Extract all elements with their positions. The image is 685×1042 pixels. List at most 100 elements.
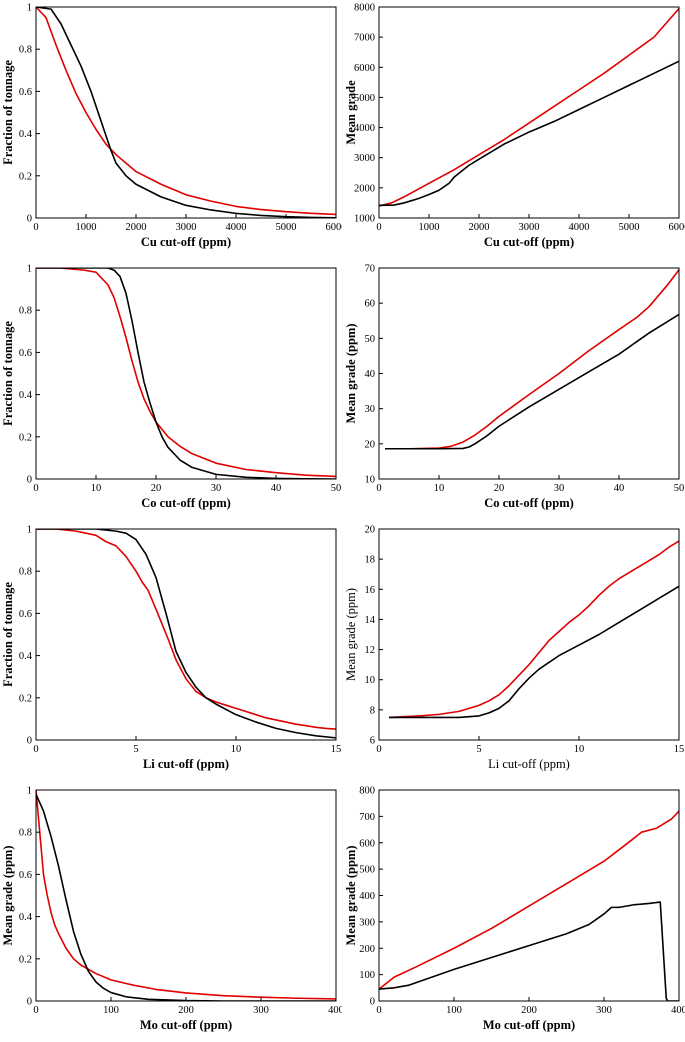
x-tick-label: 20 (494, 483, 505, 494)
plot-frame (36, 268, 336, 479)
series-line-black (379, 61, 679, 205)
x-tick-label: 10 (91, 483, 102, 494)
y-tick-label: 0.4 (19, 912, 33, 923)
x-tick-label: 100 (103, 1005, 119, 1016)
series-line-red (36, 790, 336, 999)
x-tick-label: 5 (476, 744, 481, 755)
chart-cu-fraction: 010002000300040005000600000.20.40.60.81C… (0, 0, 342, 259)
series-line-black (389, 586, 679, 717)
y-tick-label: 700 (359, 812, 375, 823)
x-tick-label: 40 (614, 483, 625, 494)
x-tick-label: 5 (133, 744, 138, 755)
x-tick-label: 5000 (619, 222, 640, 233)
y-tick-label: 8000 (354, 3, 375, 14)
y-tick-label: 0.2 (19, 954, 32, 965)
plot-frame (36, 790, 336, 1001)
x-tick-label: 4000 (569, 222, 590, 233)
x-tick-label: 400 (671, 1005, 685, 1016)
y-axis-label: Mean grade (ppm) (344, 588, 358, 681)
x-tick-label: 0 (376, 744, 381, 755)
plot-frame (379, 268, 679, 479)
y-tick-label: 0.4 (19, 390, 33, 401)
y-tick-label: 0.2 (19, 171, 32, 182)
x-tick-label: 3000 (519, 222, 540, 233)
y-tick-label: 0 (27, 736, 32, 747)
y-tick-label: 6 (370, 736, 375, 747)
series-line-red (379, 811, 679, 989)
x-tick-label: 0 (376, 1005, 381, 1016)
x-tick-label: 2000 (126, 222, 147, 233)
x-tick-label: 15 (674, 744, 685, 755)
x-tick-label: 10 (434, 483, 445, 494)
y-tick-label: 0.2 (19, 432, 32, 443)
y-tick-label: 70 (365, 264, 376, 275)
x-tick-label: 1000 (419, 222, 440, 233)
x-tick-label: 10 (574, 744, 585, 755)
y-tick-label: 0.8 (19, 45, 32, 56)
y-tick-label: 400 (359, 891, 375, 902)
x-tick-label: 200 (178, 1005, 194, 1016)
x-tick-label: 200 (521, 1005, 537, 1016)
x-axis-label: Mo cut-off (ppm) (483, 1018, 575, 1032)
x-tick-label: 15 (331, 744, 342, 755)
y-tick-label: 500 (359, 865, 375, 876)
x-tick-label: 6000 (326, 222, 343, 233)
x-tick-label: 30 (554, 483, 565, 494)
x-tick-label: 0 (33, 744, 38, 755)
y-tick-label: 40 (365, 369, 376, 380)
plot-frame (379, 529, 679, 740)
y-tick-label: 8 (370, 705, 375, 716)
plot-frame (36, 529, 336, 740)
y-tick-label: 16 (365, 585, 376, 596)
y-tick-label: 10 (365, 675, 376, 686)
y-tick-label: 1 (27, 264, 32, 275)
y-tick-label: 1 (27, 786, 32, 797)
y-tick-label: 600 (359, 838, 375, 849)
x-tick-label: 400 (328, 1005, 342, 1016)
y-tick-label: 0 (27, 475, 32, 486)
series-line-red (36, 268, 336, 476)
x-tick-label: 0 (33, 222, 38, 233)
y-tick-label: 12 (365, 645, 376, 656)
series-line-red (389, 541, 679, 717)
x-axis-label: Li cut-off (ppm) (143, 757, 229, 771)
series-line-black (36, 794, 336, 1001)
y-tick-label: 1000 (354, 214, 375, 225)
y-tick-label: 0.8 (19, 306, 32, 317)
x-tick-label: 10 (231, 744, 242, 755)
series-line-red (36, 7, 336, 214)
x-tick-label: 300 (596, 1005, 612, 1016)
x-axis-label: Mo cut-off (ppm) (140, 1018, 232, 1032)
x-axis-label: Cu cut-off (ppm) (141, 235, 231, 249)
series-line-black (36, 529, 336, 738)
series-line-red (385, 270, 679, 449)
x-tick-label: 0 (376, 222, 381, 233)
y-tick-label: 0.8 (19, 828, 32, 839)
y-axis-label: Fraction of tonnage (1, 582, 15, 687)
y-tick-label: 7000 (354, 33, 375, 44)
x-tick-label: 100 (446, 1005, 462, 1016)
x-tick-label: 30 (211, 483, 222, 494)
x-tick-label: 0 (33, 483, 38, 494)
y-tick-label: 14 (365, 615, 376, 626)
x-tick-label: 1000 (76, 222, 97, 233)
y-tick-label: 0.6 (19, 348, 32, 359)
series-line-black (385, 314, 679, 448)
y-tick-label: 0.4 (19, 651, 33, 662)
x-tick-label: 0 (33, 1005, 38, 1016)
y-axis-label: Fraction of tonnage (1, 60, 15, 165)
y-axis-label: Mean grade (344, 80, 358, 145)
x-axis-label: Co cut-off (ppm) (484, 496, 574, 510)
y-axis-label: Fraction of tonnage (1, 321, 15, 426)
x-axis-label: Co cut-off (ppm) (141, 496, 231, 510)
y-tick-label: 10 (365, 475, 376, 486)
